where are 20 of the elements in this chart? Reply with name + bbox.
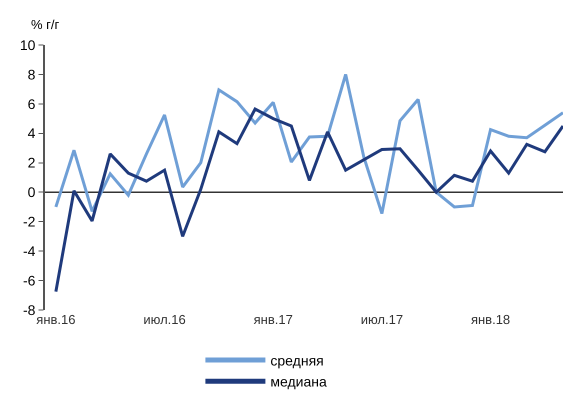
y-tick-label: 2 [28,154,36,171]
y-tick-label: 6 [28,96,36,112]
y-tick-label: -8 [22,302,36,318]
y-tick-label: 8 [28,66,36,82]
x-tick-label: янв.18 [470,312,510,327]
y-tick-label: 10 [20,36,36,53]
x-tick-label: янв.16 [36,312,76,327]
legend-label: средняя [270,352,324,369]
line-series [54,72,563,216]
y-tick-label: -2 [22,214,36,230]
y-axis-title: % г/г [31,17,60,32]
x-tick-label: янв.17 [254,312,293,327]
y-tick-label: -6 [22,272,36,288]
y-tick-label: -4 [22,243,36,260]
y-tick-label: 4 [28,125,36,142]
line-series [54,108,563,294]
y-tick-label: 0 [28,184,36,200]
x-tick-label: июл.16 [143,312,186,327]
legend-label: медиана [270,374,328,390]
x-tick-label: июл.17 [360,312,404,327]
